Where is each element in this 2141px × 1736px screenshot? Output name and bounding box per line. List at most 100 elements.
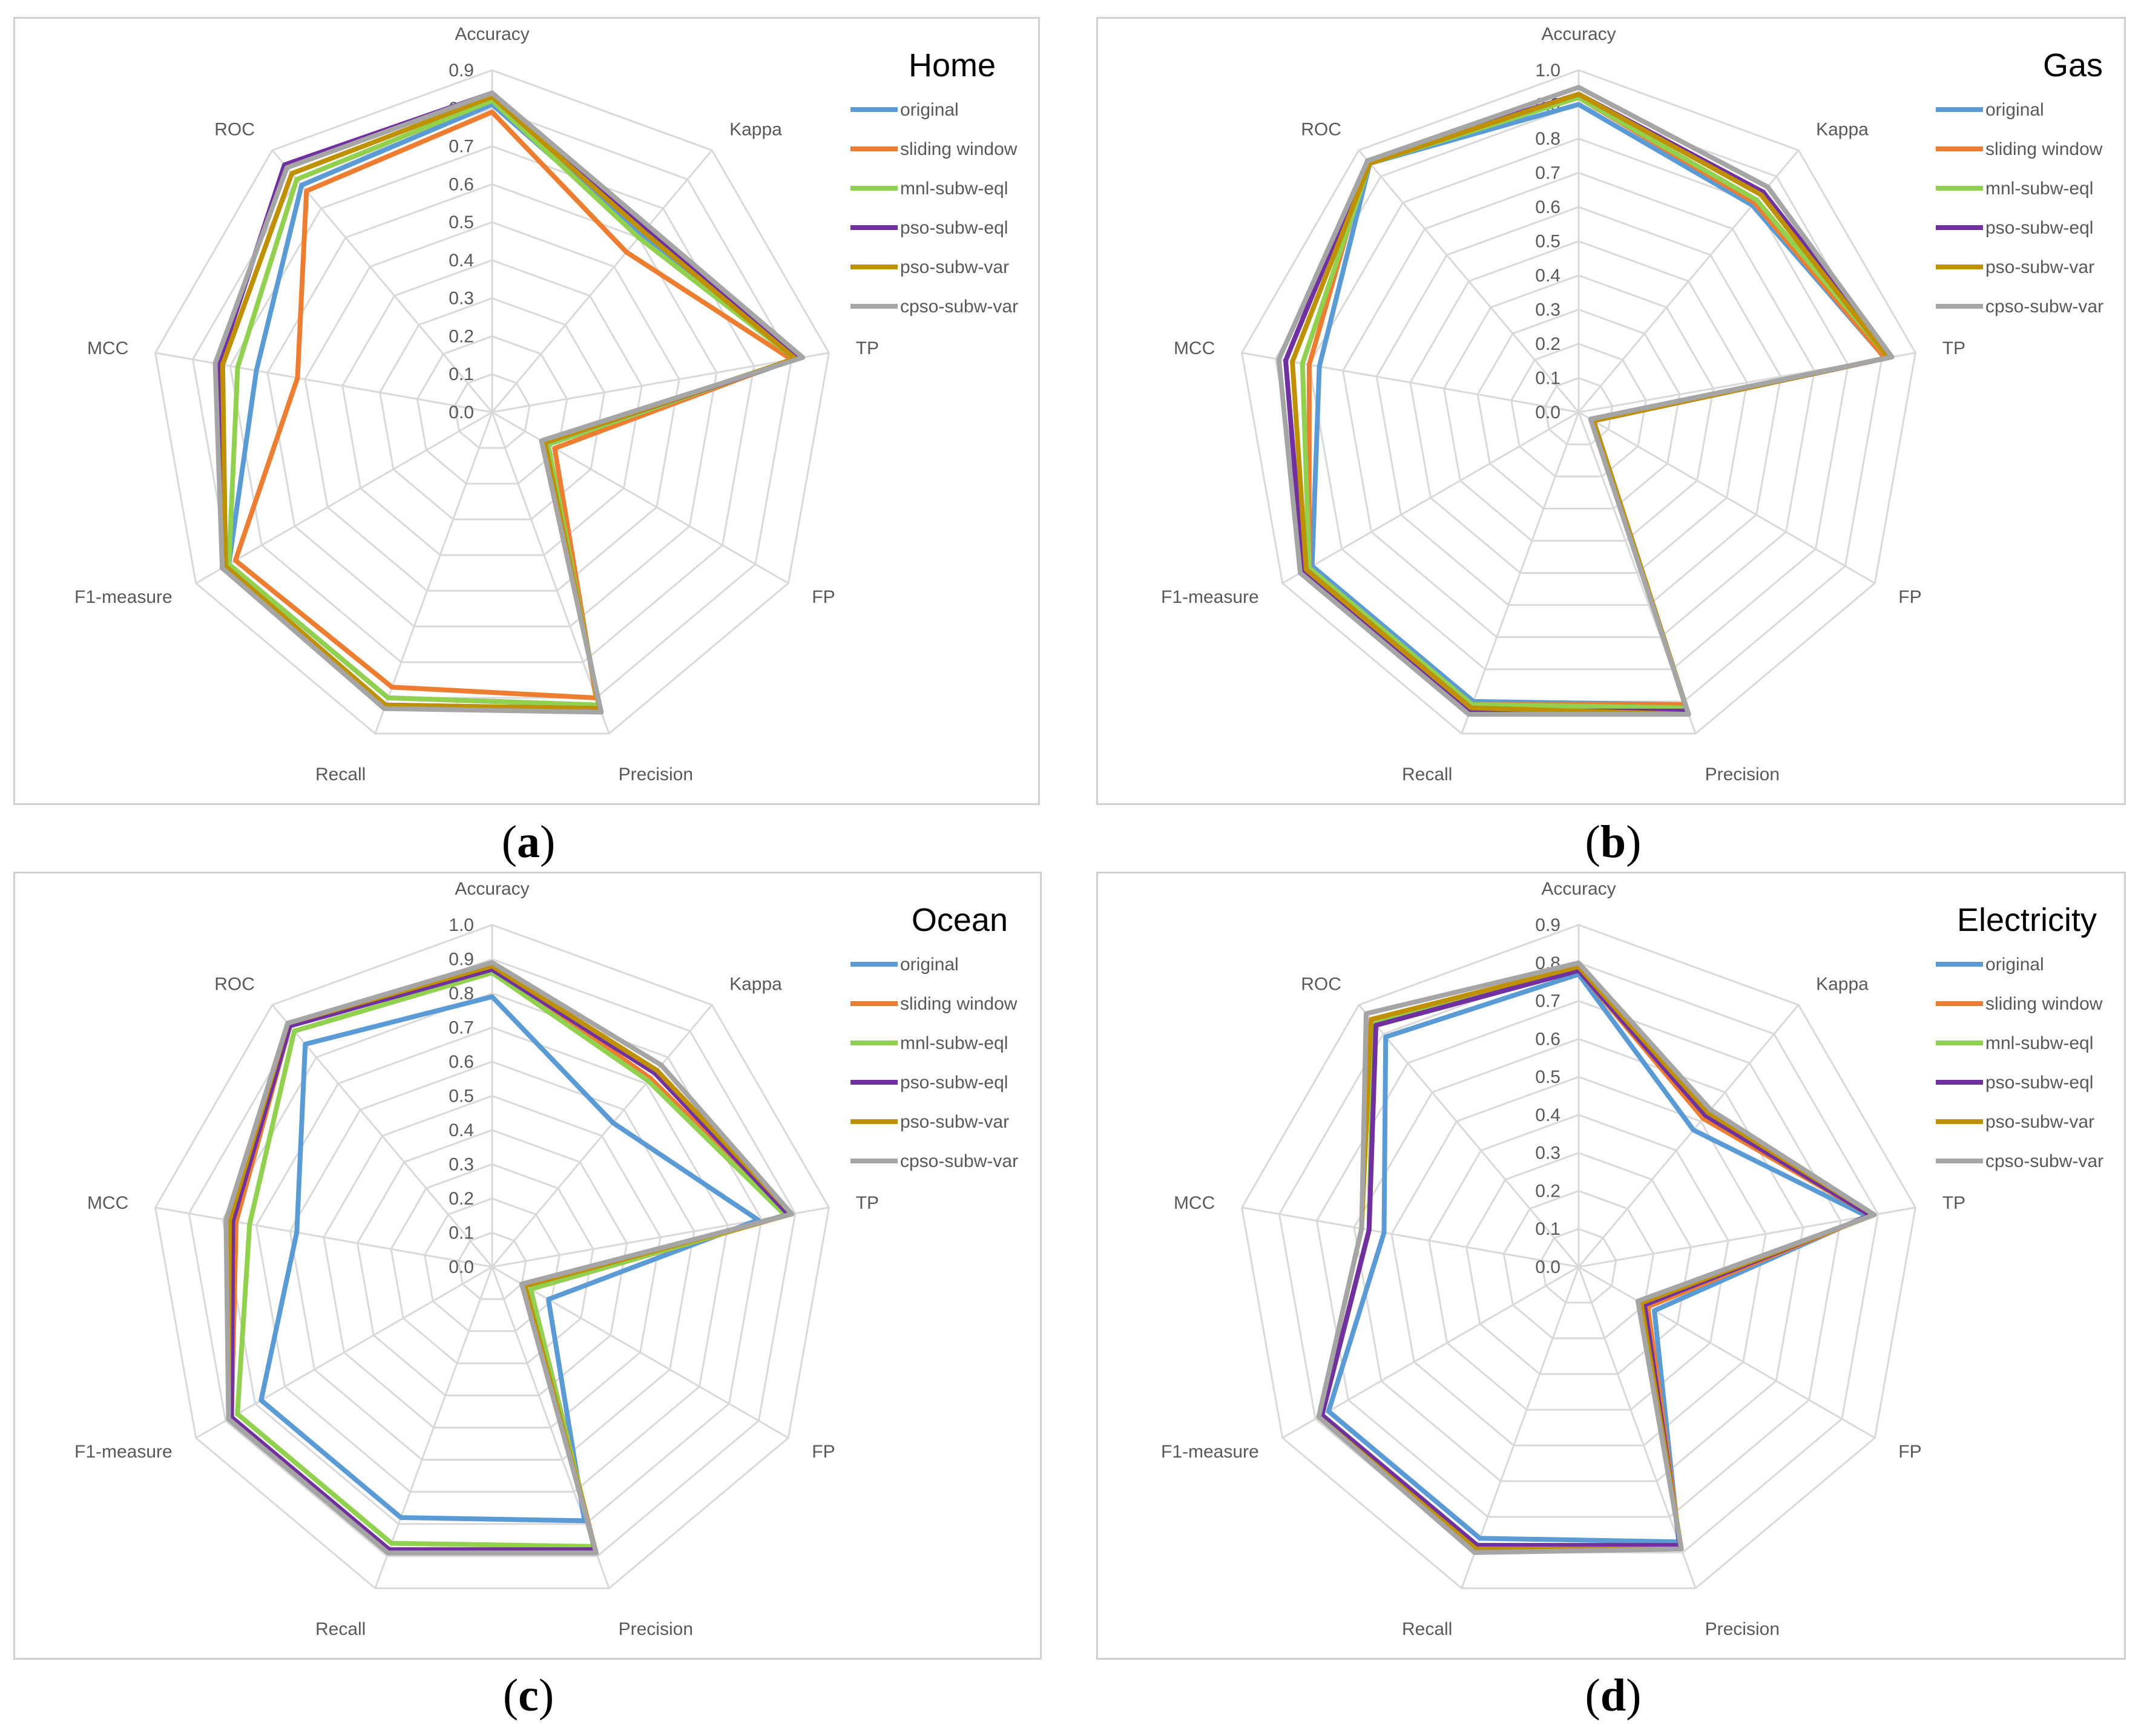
grid-spoke — [491, 150, 713, 413]
radar-chart-electricity: 0.00.10.20.30.40.50.60.70.80.9AccuracyKa… — [1161, 879, 2103, 1639]
grid-ring — [390, 1163, 594, 1364]
grid-spoke — [155, 1206, 493, 1268]
series-line-mnl-subw-eql — [226, 98, 798, 708]
legend-label-pso-subw-var: pso-subw-var — [900, 257, 1009, 277]
grid-ring — [1390, 1076, 1767, 1447]
tick-label: 0.2 — [449, 326, 474, 346]
tick-label: 1.0 — [449, 915, 474, 935]
axis-label-accuracy: Accuracy — [455, 879, 529, 899]
caption-c: (c) — [502, 1670, 554, 1721]
axis-label-f1-measure: F1-measure — [74, 587, 173, 607]
grid-ring — [304, 221, 680, 592]
legend-label-sliding-window: sliding window — [1985, 139, 2103, 159]
tick-label: 0.0 — [1535, 1257, 1561, 1277]
tick-label: 0.2 — [1535, 1181, 1561, 1201]
series-line-cpso-subw-var — [212, 90, 806, 715]
axis-label-f1-measure: F1-measure — [74, 1442, 173, 1462]
tick-label: 0.7 — [449, 1018, 474, 1038]
grid-spoke — [1281, 411, 1579, 584]
axis-label-precision: Precision — [1705, 764, 1780, 784]
legend-label-cpso-subw-var: cpso-subw-var — [900, 297, 1018, 317]
grid-ring — [289, 1060, 696, 1461]
tick-label: 0.9 — [449, 950, 474, 970]
legend-label-mnl-subw-eql: mnl-subw-eql — [1985, 1033, 2093, 1053]
radar-chart-ocean: 0.00.10.20.30.40.50.60.70.80.91.0Accurac… — [74, 879, 1018, 1639]
grid-ring — [424, 1197, 561, 1332]
tick-label: 0.4 — [1535, 266, 1561, 286]
axis-label-accuracy: Accuracy — [455, 24, 529, 44]
legend: original sliding window mnl-subw-eql pso-su… — [1936, 100, 2103, 317]
legend-label-original: original — [900, 100, 959, 120]
legend-label-cpso-subw-var: cpso-subw-var — [1985, 1151, 2103, 1171]
grid-ring — [1375, 206, 1782, 607]
series-line-mnl-subw-eql — [1300, 95, 1891, 711]
grid-ring — [1241, 69, 1916, 735]
tick-label: 0.0 — [1535, 403, 1561, 422]
series-line-original — [1326, 972, 1870, 1545]
tick-label: 0.7 — [1535, 163, 1561, 183]
legend-label-mnl-subw-eql: mnl-subw-eql — [900, 1033, 1008, 1053]
series-line-cpso-subw-var — [1276, 85, 1895, 717]
series-line-pso-subw-var — [220, 94, 798, 711]
legend-label-cpso-subw-var: cpso-subw-var — [1985, 297, 2103, 317]
grid-ring — [154, 69, 830, 735]
grid-ring — [1544, 376, 1614, 446]
series-line-mnl-subw-eql — [1319, 968, 1873, 1548]
series-mnl-subw-eql — [1319, 968, 1873, 1548]
tick-label: 0.9 — [1535, 915, 1561, 935]
axis-label-mcc: MCC — [87, 1193, 128, 1213]
grid-spoke — [491, 412, 610, 734]
tick-label: 0.5 — [1535, 1067, 1561, 1087]
chart-panel-gas: 0.0 0.1 0.2 0.3 0.4 0.5 0.6 0.7 0.8 0.9 1.0 Accurac… — [1096, 17, 2126, 805]
legend-label-original: original — [900, 955, 959, 975]
legend: original sliding window mnl-subw-eql pso-su… — [1936, 955, 2103, 1171]
grid-spoke — [195, 411, 493, 584]
series-mnl-subw-eql — [1300, 95, 1891, 711]
axis-label-kappa: Kappa — [729, 120, 782, 140]
axis-label-recall: Recall — [315, 1619, 366, 1639]
series-line-pso-subw-eql — [229, 967, 791, 1553]
series-cpso-subw-var — [223, 960, 795, 1556]
tick-label: 0.7 — [449, 137, 474, 157]
series-line-pso-subw-eql — [1319, 968, 1873, 1548]
series-cpso-subw-var — [1316, 960, 1877, 1555]
radar-grid — [1241, 69, 1916, 735]
grid-ring — [416, 335, 568, 485]
legend-label-cpso-subw-var: cpso-subw-var — [900, 1151, 1018, 1171]
grid-spoke — [1242, 352, 1579, 413]
grid-spoke — [1577, 150, 1800, 413]
series-line-sliding-window — [229, 963, 791, 1553]
series-line-cpso-subw-var — [223, 960, 795, 1556]
axis-label-f1-measure: F1-measure — [1161, 1442, 1259, 1462]
legend-label-sliding-window: sliding window — [1985, 994, 2103, 1014]
grid-spoke — [1577, 1004, 1800, 1267]
legend: original sliding window mnl-subw-eql pso-su… — [850, 100, 1018, 317]
axis-label-mcc: MCC — [1174, 1193, 1215, 1213]
axis-label-mcc: MCC — [87, 338, 128, 358]
series-line-sliding-window — [1306, 95, 1888, 708]
grid-ring — [457, 1231, 527, 1300]
legend-label-original: original — [1985, 100, 2044, 120]
grid-spoke — [492, 411, 789, 584]
axis-label-fp: FP — [812, 1442, 835, 1462]
grid-ring — [1409, 240, 1748, 574]
grid-spoke — [271, 150, 493, 413]
grid-ring — [1341, 171, 1816, 639]
tick-label: 0.2 — [1535, 334, 1561, 354]
legend-label-pso-subw-eql: pso-subw-eql — [1985, 1073, 2093, 1093]
legend-label-pso-subw-var: pso-subw-var — [1985, 1112, 2094, 1132]
axis-label-accuracy: Accuracy — [1541, 24, 1616, 44]
series-mnl-subw-eql — [235, 970, 788, 1549]
grid-ring — [323, 1094, 662, 1429]
legend-label-mnl-subw-eql: mnl-subw-eql — [1985, 179, 2093, 199]
axis-label-precision: Precision — [619, 764, 693, 784]
tick-label: 0.6 — [1535, 1029, 1561, 1049]
grid-ring — [1241, 924, 1916, 1590]
series-pso-subw-var — [1290, 91, 1891, 717]
chart-panel-ocean: 0.0 0.1 0.2 0.3 0.4 0.5 0.6 0.7 0.8 0.9 1.0 Accurac… — [13, 872, 1042, 1660]
tick-label: 0.5 — [449, 1087, 474, 1106]
grid-ring — [266, 183, 718, 628]
axis-label-tp: TP — [1942, 1193, 1965, 1213]
tick-label: 0.1 — [449, 1223, 474, 1243]
grid-ring — [1476, 308, 1681, 510]
